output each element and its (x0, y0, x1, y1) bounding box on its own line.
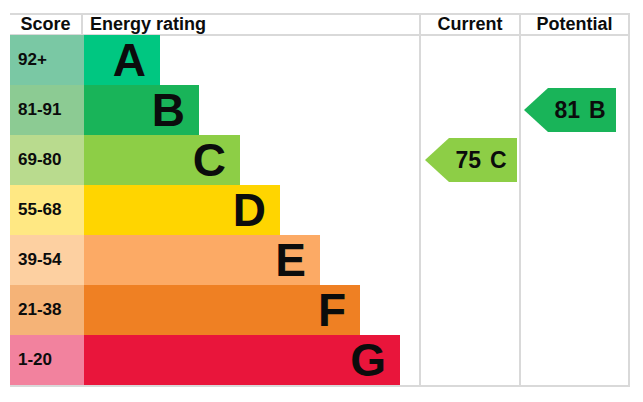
potential-rating-score: 81 (554, 97, 580, 124)
band-row-C: 69-80C (0, 135, 643, 185)
epc-energy-rating-chart: Score Energy rating Current Potential 92… (0, 0, 643, 402)
header-current: Current (421, 14, 519, 35)
rating-bar-E: E (84, 235, 320, 285)
score-range-A: 92+ (10, 35, 84, 85)
table-bottom-border (10, 385, 630, 387)
current-rating-band: C (490, 147, 507, 174)
current-rating-score: 75 (455, 147, 481, 174)
potential-rating-band: B (589, 97, 606, 124)
score-range-C: 69-80 (10, 135, 84, 185)
score-range-E: 39-54 (10, 235, 84, 285)
rating-bar-D: D (84, 185, 280, 235)
header-potential: Potential (521, 14, 628, 35)
score-column-divider (81, 13, 83, 36)
rating-bar-A: A (84, 35, 160, 85)
band-row-A: 92+A (0, 35, 643, 85)
score-range-B: 81-91 (10, 85, 84, 135)
band-row-F: 21-38F (0, 285, 643, 335)
rating-bar-C: C (84, 135, 240, 185)
score-range-G: 1-20 (10, 335, 84, 385)
header-score: Score (10, 14, 81, 35)
rating-bar-F: F (84, 285, 360, 335)
header-energy-rating: Energy rating (84, 14, 425, 35)
score-range-D: 55-68 (10, 185, 84, 235)
band-row-G: 1-20G (0, 335, 643, 385)
score-range-F: 21-38 (10, 285, 84, 335)
band-row-E: 39-54E (0, 235, 643, 285)
band-row-D: 55-68D (0, 185, 643, 235)
rating-bar-G: G (84, 335, 400, 385)
rating-bar-B: B (84, 85, 199, 135)
